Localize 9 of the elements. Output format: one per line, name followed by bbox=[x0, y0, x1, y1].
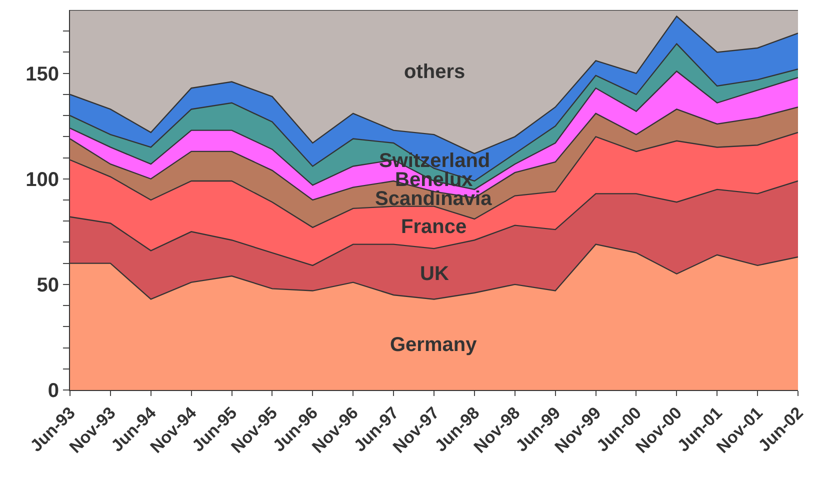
series-label: UK bbox=[420, 263, 450, 285]
series-label: others bbox=[404, 61, 466, 83]
y-tick-label: 150 bbox=[26, 63, 59, 86]
series-label: Germany bbox=[390, 334, 478, 356]
y-tick-label: 50 bbox=[36, 274, 59, 296]
y-tick-label: 100 bbox=[26, 168, 59, 191]
series-label: Scandinavia bbox=[375, 188, 493, 210]
y-tick-label: 0 bbox=[48, 380, 59, 402]
series-label: France bbox=[401, 216, 467, 238]
